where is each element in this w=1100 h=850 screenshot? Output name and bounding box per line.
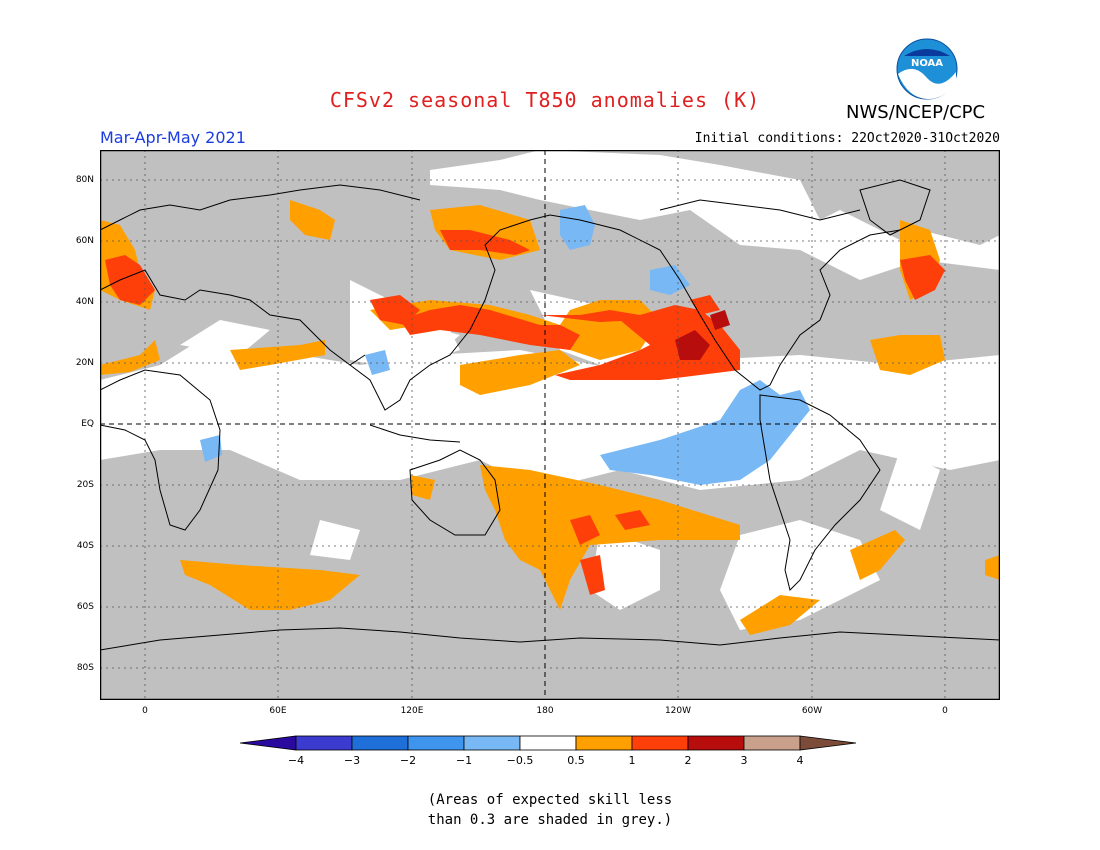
- graticule: [100, 150, 1000, 700]
- skill-note-line1: (Areas of expected skill less: [427, 792, 673, 808]
- neutral-regions: [100, 150, 1000, 630]
- colorbar-label: −2: [399, 754, 417, 767]
- noaa-logo: NOAA: [896, 38, 958, 100]
- anomaly-minus-1-to-minus-0-5: [200, 205, 810, 485]
- lat-label-80n: 80N: [75, 175, 94, 185]
- lat-label-80s: 80S: [76, 663, 94, 673]
- colorbar-label: 3: [740, 754, 748, 767]
- equator-dateline: [100, 150, 1000, 700]
- colorbar-segment-max: [799, 735, 857, 751]
- colorbar-segment: [575, 735, 633, 751]
- lon-label-120e: 120E: [400, 706, 424, 716]
- colorbar-label: 4: [796, 754, 804, 767]
- colorbar-label: 0.5: [567, 754, 585, 767]
- colorbar-label: −4: [287, 754, 305, 767]
- lat-label-60n: 60N: [75, 236, 94, 246]
- colorbar-label: −3: [343, 754, 361, 767]
- colorbar-segment: [687, 735, 745, 751]
- season-label: Mar-Apr-May 2021: [100, 128, 246, 147]
- colorbar-segment-min: [240, 735, 297, 751]
- agency-label: NWS/NCEP/CPC: [846, 102, 986, 123]
- colorbar-label: −1: [455, 754, 473, 767]
- colorbar-segment: [631, 735, 689, 751]
- map-title: CFSv2 seasonal T850 anomalies (K): [329, 88, 761, 112]
- lon-label-60e: 60E: [269, 706, 287, 716]
- lat-label-20n: 20N: [75, 358, 94, 368]
- colorbar-label: 2: [684, 754, 692, 767]
- lat-label-40n: 40N: [75, 297, 94, 307]
- skill-note-line2: than 0.3 are shaded in grey.): [427, 812, 673, 828]
- lon-label-0: 0: [142, 706, 148, 716]
- lat-label-20s: 20S: [76, 480, 94, 490]
- colorbar-segment: [295, 735, 353, 751]
- colorbar-label: −0.5: [506, 754, 534, 767]
- anomaly-1-to-2: [105, 230, 945, 595]
- colorbar: [240, 735, 857, 751]
- lon-label-0-east: 0: [942, 706, 948, 716]
- colorbar-segment: [463, 735, 521, 751]
- colorbar-label: 1: [628, 754, 636, 767]
- colorbar-segment: [743, 735, 801, 751]
- anomaly-map: [100, 150, 1000, 700]
- svg-text:NOAA: NOAA: [911, 58, 943, 69]
- colorbar-segment: [519, 735, 577, 751]
- initial-conditions-label: Initial conditions: 22Oct2020-31Oct2020: [694, 131, 1000, 146]
- lat-label-40s: 40S: [76, 541, 94, 551]
- anomaly-2-to-3: [675, 310, 730, 360]
- lon-label-120w: 120W: [664, 706, 692, 716]
- coastlines: [100, 179, 1000, 651]
- lat-label-eq: EQ: [81, 419, 94, 429]
- colorbar-segment: [351, 735, 409, 751]
- lon-label-180: 180: [536, 706, 554, 716]
- map-frame: [100, 150, 1000, 700]
- lat-label-60s: 60S: [76, 602, 94, 612]
- lon-label-60w: 60W: [801, 706, 823, 716]
- colorbar-segment: [407, 735, 465, 751]
